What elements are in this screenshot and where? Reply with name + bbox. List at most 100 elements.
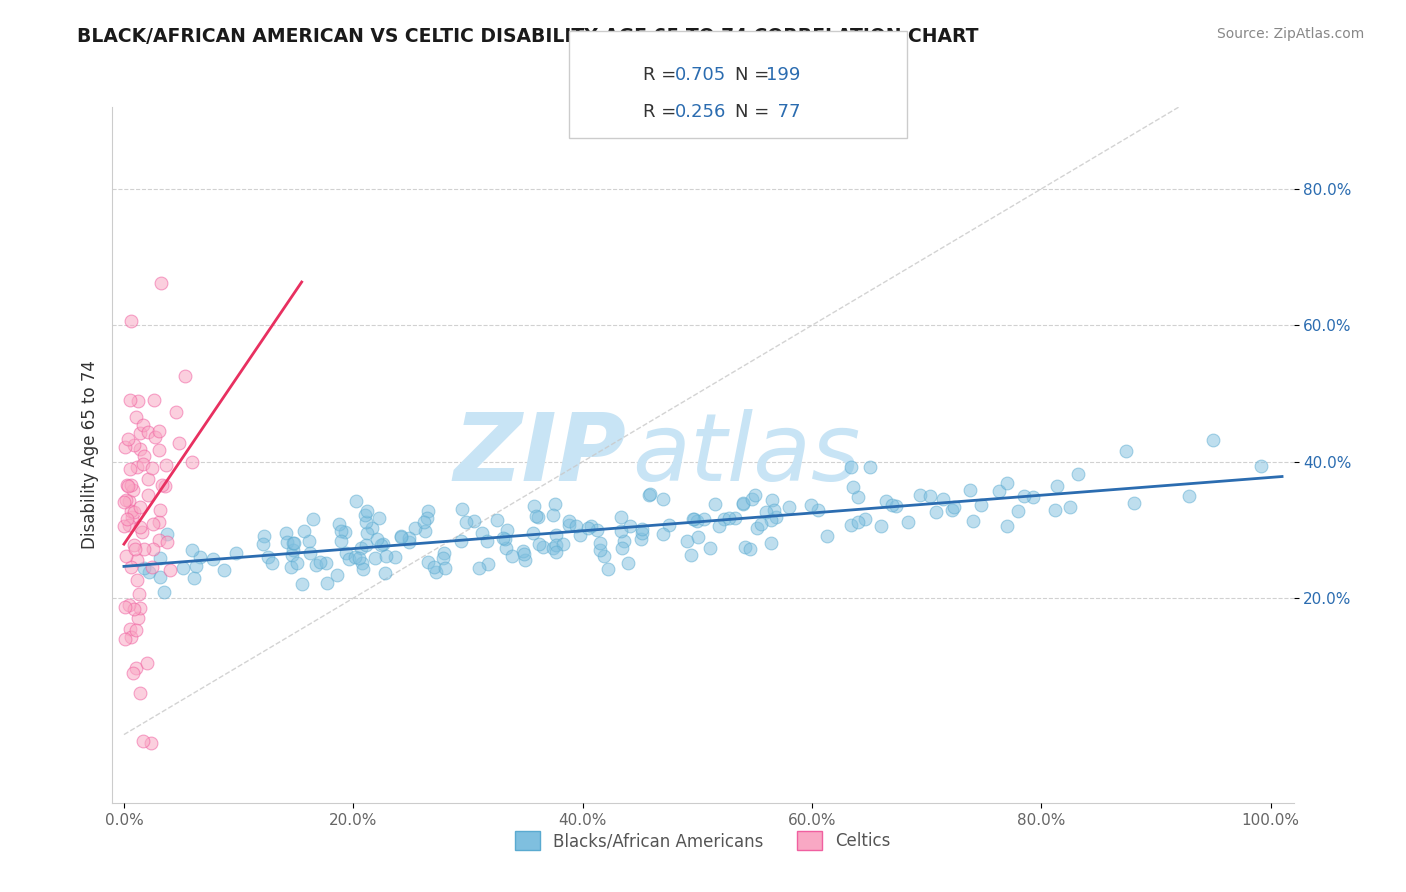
Point	[114, 600, 136, 615]
Point	[616, 557, 638, 571]
Point	[333, 524, 356, 539]
Point	[129, 425, 152, 440]
Point	[368, 511, 391, 525]
Point	[717, 511, 740, 525]
Point	[159, 563, 181, 577]
Point	[173, 368, 195, 383]
Point	[370, 538, 392, 552]
Point	[283, 542, 305, 557]
Point	[128, 500, 150, 514]
Legend: Blacks/African Americans, Celtics: Blacks/African Americans, Celtics	[509, 824, 897, 857]
Point	[298, 533, 321, 548]
Point	[610, 524, 633, 538]
Point	[544, 538, 567, 552]
Point	[356, 526, 378, 541]
Point	[292, 524, 315, 539]
Point	[124, 602, 146, 616]
Point	[761, 513, 783, 527]
Point	[120, 631, 142, 645]
Point	[122, 483, 145, 497]
Point	[112, 495, 135, 509]
Point	[962, 514, 984, 528]
Point	[859, 459, 882, 474]
Point	[132, 733, 155, 747]
Point	[136, 425, 159, 439]
Point	[364, 551, 387, 566]
Point	[630, 532, 652, 546]
Point	[329, 524, 352, 539]
Point	[120, 504, 142, 518]
Point	[149, 502, 172, 516]
Point	[995, 518, 1018, 533]
Point	[118, 494, 141, 508]
Point	[125, 660, 148, 674]
Point	[280, 560, 302, 574]
Point	[631, 526, 654, 541]
Point	[118, 462, 141, 476]
Point	[253, 529, 276, 543]
Point	[127, 394, 149, 409]
Point	[117, 478, 139, 492]
Point	[884, 499, 907, 513]
Point	[1115, 444, 1137, 458]
Point	[180, 542, 202, 557]
Point	[853, 512, 876, 526]
Point	[598, 562, 620, 576]
Point	[638, 488, 661, 502]
Point	[522, 525, 544, 540]
Point	[869, 519, 891, 533]
Point	[389, 530, 412, 544]
Point	[350, 541, 373, 556]
Point	[588, 536, 610, 550]
Point	[724, 511, 747, 525]
Point	[512, 544, 534, 558]
Point	[1250, 458, 1272, 473]
Point	[136, 472, 159, 486]
Point	[375, 549, 398, 564]
Point	[141, 461, 163, 475]
Text: atlas: atlas	[633, 409, 860, 500]
Point	[127, 611, 149, 625]
Point	[257, 549, 280, 564]
Point	[153, 584, 176, 599]
Point	[524, 508, 547, 523]
Point	[651, 491, 673, 506]
Point	[127, 460, 149, 475]
Point	[1067, 467, 1090, 481]
Point	[129, 601, 152, 615]
Point	[925, 506, 948, 520]
Point	[328, 516, 350, 531]
Point	[114, 440, 136, 454]
Point	[225, 546, 247, 560]
Point	[880, 498, 903, 512]
Point	[492, 531, 515, 545]
Point	[120, 314, 142, 328]
Point	[129, 442, 152, 456]
Point	[343, 550, 366, 565]
Point	[496, 523, 519, 537]
Point	[1021, 490, 1043, 504]
Point	[285, 556, 308, 570]
Point	[619, 519, 641, 533]
Point	[138, 565, 160, 579]
Text: N =: N =	[735, 103, 775, 120]
Point	[875, 494, 897, 508]
Point	[302, 512, 325, 526]
Point	[148, 533, 170, 547]
Point	[142, 542, 165, 557]
Point	[142, 517, 165, 532]
Point	[129, 685, 152, 699]
Point	[682, 511, 704, 525]
Point	[699, 541, 721, 556]
Point	[260, 556, 283, 570]
Point	[943, 500, 966, 514]
Point	[579, 518, 602, 533]
Point	[468, 560, 491, 574]
Point	[432, 551, 454, 566]
Point	[471, 525, 494, 540]
Point	[356, 538, 378, 552]
Point	[120, 478, 142, 492]
Point	[413, 516, 436, 530]
Point	[309, 555, 332, 569]
Point	[908, 488, 931, 502]
